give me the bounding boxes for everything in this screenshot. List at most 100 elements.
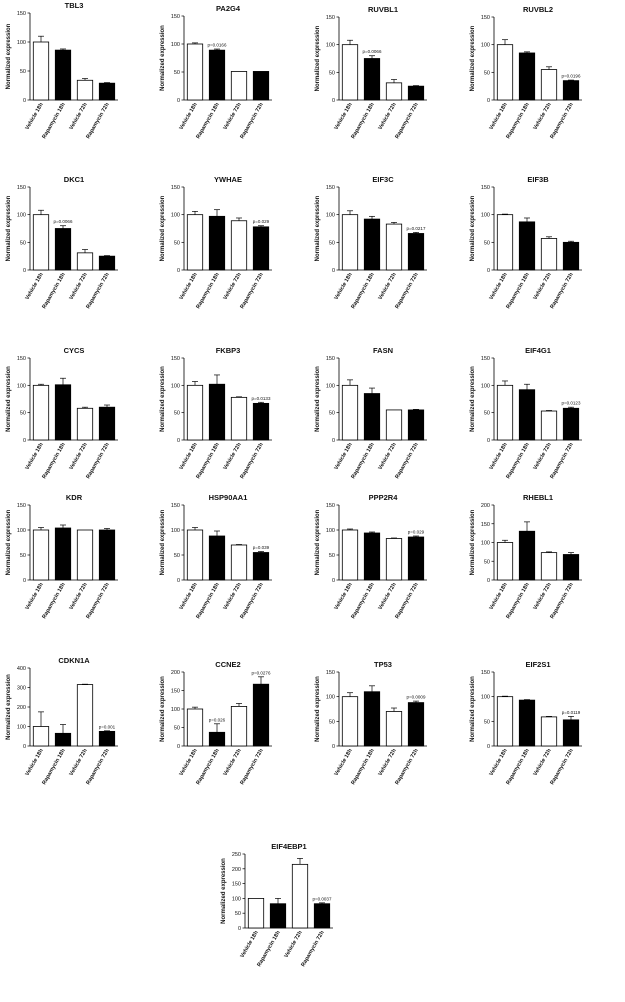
y-tick-label: 150 — [17, 503, 26, 509]
y-tick-label: 200 — [481, 503, 490, 509]
x-tick-label: Vehicle 18h — [179, 271, 199, 301]
bar — [341, 529, 359, 581]
p-value-annotation: p=0.0166 — [208, 43, 227, 48]
y-axis-label: Normalized expression — [315, 366, 321, 432]
chart-title: PA2G4 — [216, 4, 241, 13]
y-tick-label: 150 — [326, 15, 335, 21]
bar — [54, 384, 72, 441]
bar — [208, 383, 226, 441]
y-axis-label: Normalized expression — [160, 509, 166, 575]
y-tick-label: 50 — [20, 411, 26, 417]
y-tick-label: 100 — [171, 42, 180, 48]
y-tick-label: 0 — [177, 578, 180, 584]
y-tick-label: 150 — [171, 14, 180, 20]
y-tick-label: 100 — [326, 528, 335, 534]
chart-title: RUVBL1 — [368, 5, 398, 14]
y-tick-label: 100 — [326, 695, 335, 701]
y-tick-label: 150 — [326, 356, 335, 362]
bar — [230, 71, 248, 101]
y-tick-label: 50 — [20, 553, 26, 559]
x-tick-label: Rapamycin 72h — [85, 271, 111, 309]
x-tick-label: Rapamycin 72h — [239, 101, 265, 139]
bar — [407, 409, 425, 441]
bar — [186, 43, 204, 101]
x-tick-label: Vehicle 72h — [533, 441, 553, 471]
bar — [98, 82, 116, 101]
x-tick-label: Rapamycin 18h — [195, 271, 221, 309]
chart-title: EIF2S1 — [525, 660, 550, 669]
bar — [230, 220, 248, 271]
chart-svg: DKC1 Normalized expression 0 50 100 150 Vehicl… — [6, 175, 118, 310]
y-tick-label: 0 — [23, 98, 26, 104]
y-axis-label: Normalized expression — [470, 25, 476, 91]
bar — [562, 407, 580, 441]
y-tick-label: 100 — [326, 383, 335, 389]
p-value-annotation: p=0.0066 — [54, 219, 73, 224]
bar — [385, 538, 403, 581]
bar — [252, 683, 270, 747]
bar — [208, 215, 226, 271]
bar — [562, 554, 580, 581]
x-tick-label: Vehicle 72h — [69, 747, 89, 777]
bar — [98, 255, 116, 271]
x-tick-label: Vehicle 18h — [334, 747, 354, 777]
bar — [518, 699, 536, 747]
y-tick-label: 100 — [481, 541, 490, 547]
bar — [252, 552, 270, 581]
chart-svg: PPP2R4 Normalized expression 0 50 100 150 Vehi… — [315, 493, 427, 620]
y-tick-label: 50 — [174, 726, 180, 732]
chart-dkc1: DKC1 Normalized expression 0 50 100 150 Vehicl… — [0, 165, 158, 327]
bar — [208, 49, 226, 101]
bar — [54, 527, 72, 581]
bar — [363, 393, 381, 441]
bar — [540, 238, 558, 271]
chart-svg: EIF4G1 Normalized expression 0 50 100 150 Vehi… — [470, 346, 582, 480]
x-tick-label: Rapamycin 72h — [85, 747, 111, 785]
bar — [208, 535, 226, 581]
bar — [562, 719, 580, 747]
chart-fkbp3: FKBP3 Normalized expression 0 50 100 150 Vehic… — [155, 345, 313, 507]
y-tick-label: 100 — [481, 695, 490, 701]
x-tick-label: Rapamycin 18h — [195, 441, 221, 479]
bar — [252, 71, 270, 101]
x-tick-label: Rapamycin 72h — [549, 581, 575, 619]
chart-tp53: TP53 Normalized expression 0 50 100 150 Vehicl… — [312, 660, 470, 822]
x-tick-label: Vehicle 18h — [489, 441, 509, 471]
bar — [341, 384, 359, 441]
x-tick-label: Rapamycin 72h — [239, 441, 265, 479]
p-value-annotation: p=0.0037 — [313, 896, 332, 901]
chart-ccne2: CCNE2 Normalized expression 0 50 100 150 200 Ve… — [155, 660, 313, 822]
bar — [518, 52, 536, 101]
bar — [407, 536, 425, 581]
chart-pa2g4: PA2G4 Normalized expression 0 50 100 150 Vehic… — [155, 0, 313, 162]
bar — [518, 221, 536, 271]
y-tick-label: 0 — [487, 268, 490, 274]
x-tick-label: Vehicle 72h — [69, 441, 89, 471]
bar — [518, 389, 536, 441]
y-tick-label: 50 — [174, 411, 180, 417]
bar — [98, 406, 116, 441]
y-tick-label: 100 — [481, 383, 490, 389]
chart-cdkn1a: CDKN1A Normalized expression 0 100 200 300 400… — [0, 656, 158, 822]
p-value-annotation: p=0.0119 — [562, 710, 581, 715]
chart-title: EIF3B — [527, 175, 549, 184]
x-tick-label: Vehicle 72h — [533, 581, 553, 611]
bar — [54, 228, 72, 271]
bar — [32, 726, 50, 747]
y-tick-label: 150 — [326, 503, 335, 509]
y-tick-label: 150 — [481, 670, 490, 676]
chart-ruvbl1: RUVBL1 Normalized expression 0 50 100 150 Vehi… — [312, 0, 470, 162]
y-tick-label: 50 — [484, 559, 490, 565]
chart-title: YWHAE — [214, 175, 242, 184]
chart-ppp2r4: PPP2R4 Normalized expression 0 50 100 150 Vehi… — [312, 493, 470, 657]
chart-title: CCNE2 — [215, 660, 240, 669]
y-tick-label: 50 — [20, 240, 26, 246]
x-tick-label: Rapamycin 18h — [350, 581, 376, 619]
x-tick-label: Vehicle 18h — [25, 101, 45, 131]
chart-eif2s1: EIF2S1 Normalized expression 0 50 100 150 Vehi… — [466, 660, 624, 822]
y-tick-label: 50 — [484, 411, 490, 417]
bar — [32, 384, 50, 441]
y-tick-label: 50 — [174, 553, 180, 559]
x-tick-label: Rapamycin 18h — [505, 581, 531, 619]
x-tick-label: Rapamycin 18h — [41, 101, 67, 139]
